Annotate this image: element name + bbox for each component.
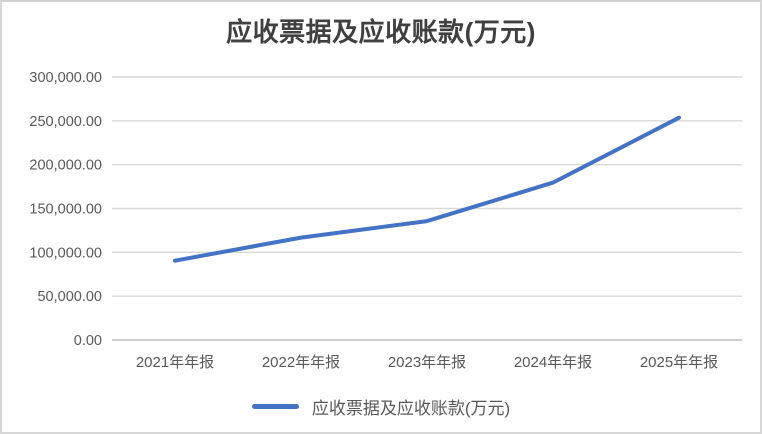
y-axis-tick-label: 300,000.00 bbox=[29, 70, 102, 86]
x-axis-category-label: 2025年年报 bbox=[640, 354, 718, 371]
y-axis-tick-label: 0.00 bbox=[74, 333, 102, 349]
legend: 应收票据及应收账款(万元) bbox=[2, 393, 760, 419]
x-axis-category-label: 2024年年报 bbox=[514, 354, 592, 371]
y-axis-tick-label: 150,000.00 bbox=[29, 202, 102, 218]
chart-title: 应收票据及应收账款(万元) bbox=[226, 17, 536, 47]
x-axis-category-label: 2022年年报 bbox=[262, 354, 340, 371]
legend-series-label: 应收票据及应收账款(万元) bbox=[311, 398, 511, 418]
y-axis-tick-label: 100,000.00 bbox=[29, 245, 102, 261]
y-axis-tick-label: 250,000.00 bbox=[29, 114, 102, 130]
x-axis-category-label: 2021年年报 bbox=[136, 354, 214, 371]
legend-line-swatch-icon bbox=[251, 403, 299, 409]
data-series-line bbox=[173, 115, 681, 263]
y-axis-tick-label: 50,000.00 bbox=[37, 289, 102, 305]
x-axis-category-label: 2023年年报 bbox=[388, 354, 466, 371]
y-axis-tick-label: 200,000.00 bbox=[29, 158, 102, 174]
